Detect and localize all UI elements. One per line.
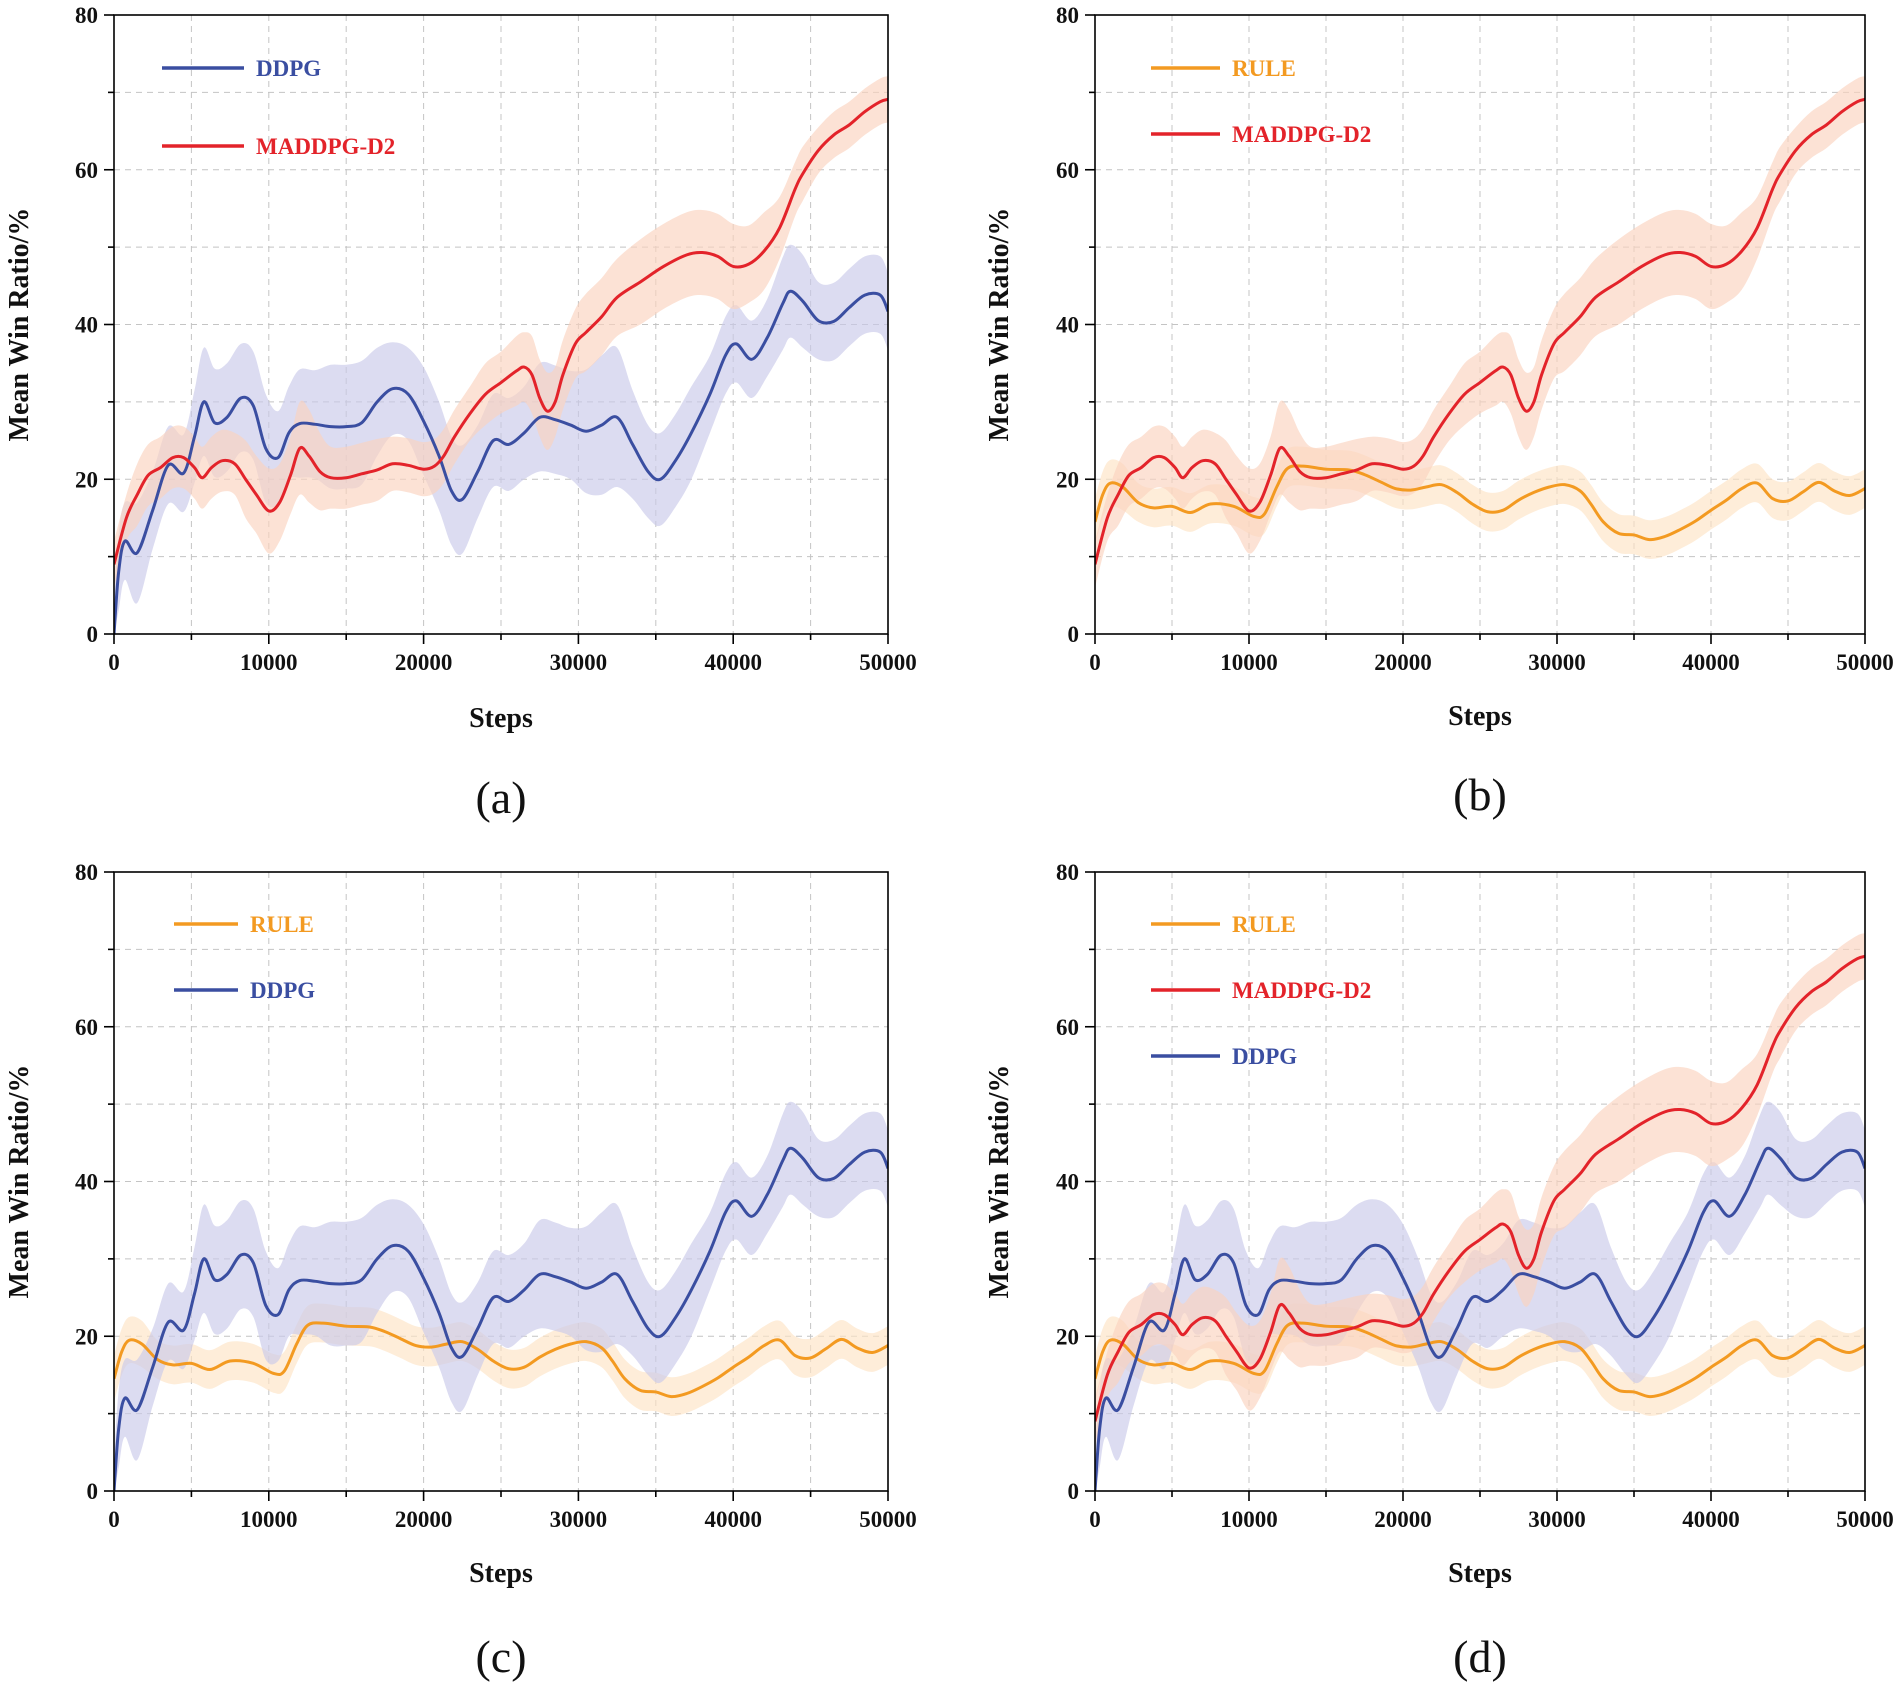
panel-b: 0 10000 20000 30000 40000 50000 0 20 40 60 80 Steps… <box>984 3 1894 820</box>
y-tick-label: 60 <box>75 1015 98 1040</box>
x-tick-label: 50000 <box>1836 1507 1894 1532</box>
y-tick-label: 20 <box>75 467 98 492</box>
legend-label-rule: RULE <box>1232 56 1296 81</box>
ticks: 0 10000 20000 30000 40000 50000 0 20 40 60 80 <box>75 3 917 675</box>
x-axis-title: Steps <box>1448 701 1512 732</box>
plot-area <box>114 76 888 634</box>
x-tick-label: 0 <box>1089 650 1101 675</box>
y-axis-title: Mean Win Ratio/% <box>4 1065 35 1299</box>
y-tick-label: 40 <box>75 1170 98 1195</box>
x-tick-label: 10000 <box>240 1507 298 1532</box>
series-line-maddpg-d2 <box>1095 954 1865 1422</box>
y-tick-label: 60 <box>1056 158 1079 183</box>
legend-label-ddpg: DDPG <box>1232 1044 1297 1069</box>
x-tick-label: 40000 <box>1682 650 1740 675</box>
panel-d: 0 10000 20000 30000 40000 50000 0 20 40 60 80 Steps… <box>984 860 1894 1682</box>
series-line-rule <box>1095 464 1865 542</box>
x-tick-label: 40000 <box>704 1507 762 1532</box>
legend-label-ddpg: DDPG <box>256 56 321 81</box>
band-ddpg <box>1095 1101 1865 1491</box>
y-tick-label: 0 <box>87 622 99 647</box>
x-tick-label: 20000 <box>1374 650 1432 675</box>
band-ddpg <box>114 244 888 634</box>
y-tick-label: 80 <box>75 860 98 885</box>
x-tick-label: 30000 <box>1528 650 1586 675</box>
y-tick-label: 40 <box>1056 313 1079 338</box>
series-line-maddpg-d2 <box>1095 97 1865 565</box>
x-tick-label: 50000 <box>1836 650 1894 675</box>
y-tick-label: 40 <box>1056 1170 1079 1195</box>
y-tick-label: 0 <box>1068 1479 1080 1504</box>
legend: DDPG MADDPG-D2 <box>162 56 395 159</box>
plot-area <box>1095 933 1865 1491</box>
y-tick-label: 20 <box>1056 467 1079 492</box>
legend-label-maddpg-d2: MADDPG-D2 <box>1232 122 1371 147</box>
panel-label: (a) <box>475 772 526 823</box>
legend: RULE DDPG <box>174 912 315 1003</box>
legend: RULE MADDPG-D2 <box>1151 56 1371 147</box>
y-axis-title: Mean Win Ratio/% <box>4 208 35 442</box>
ticks: 0 10000 20000 30000 40000 50000 0 20 40 60 80 <box>1056 3 1894 675</box>
legend-label-maddpg-d2: MADDPG-D2 <box>256 134 395 159</box>
series-line-rule <box>1095 1321 1865 1399</box>
panel-label: (c) <box>475 1631 526 1682</box>
legend-label-rule: RULE <box>250 912 314 937</box>
ticks: 0 10000 20000 30000 40000 50000 0 20 40 60 80 <box>75 860 917 1532</box>
series-line-ddpg <box>114 289 888 634</box>
x-tick-label: 20000 <box>395 1507 453 1532</box>
x-tick-label: 10000 <box>1220 1507 1278 1532</box>
y-tick-label: 20 <box>1056 1324 1079 1349</box>
y-tick-label: 0 <box>87 1479 99 1504</box>
y-tick-label: 20 <box>75 1324 98 1349</box>
band-maddpg-d2 <box>114 76 888 588</box>
x-tick-label: 10000 <box>1220 650 1278 675</box>
x-tick-label: 0 <box>108 1507 120 1532</box>
y-tick-label: 80 <box>1056 860 1079 885</box>
x-tick-label: 0 <box>108 650 120 675</box>
y-tick-label: 40 <box>75 313 98 338</box>
y-tick-label: 80 <box>75 3 98 28</box>
x-tick-label: 30000 <box>550 1507 608 1532</box>
ticks: 0 10000 20000 30000 40000 50000 0 20 40 60 80 <box>1056 860 1894 1532</box>
x-axis-title: Steps <box>1448 1558 1512 1589</box>
x-tick-label: 20000 <box>1374 1507 1432 1532</box>
panel-c: 0 10000 20000 30000 40000 50000 0 20 40 60 80 Steps… <box>4 860 917 1682</box>
panel-a: 0 10000 20000 30000 40000 50000 0 20 40 60 80 Steps… <box>4 3 917 823</box>
legend-label-rule: RULE <box>1232 912 1296 937</box>
legend: RULE MADDPG-D2 DDPG <box>1151 912 1371 1069</box>
series-line-ddpg <box>114 1146 888 1491</box>
y-tick-label: 60 <box>1056 1015 1079 1040</box>
x-tick-label: 0 <box>1089 1507 1101 1532</box>
series-line-maddpg-d2 <box>114 97 888 565</box>
band-ddpg <box>114 1101 888 1491</box>
panel-label: (b) <box>1453 769 1507 820</box>
panel-label: (d) <box>1453 1631 1507 1682</box>
x-tick-label: 20000 <box>395 650 453 675</box>
y-tick-label: 0 <box>1068 622 1080 647</box>
plot-area <box>114 1101 888 1491</box>
x-axis-title: Steps <box>469 1558 533 1589</box>
x-tick-label: 10000 <box>240 650 298 675</box>
x-tick-label: 50000 <box>859 650 917 675</box>
band-maddpg-d2 <box>1095 933 1865 1445</box>
x-tick-label: 40000 <box>704 650 762 675</box>
x-tick-label: 30000 <box>550 650 608 675</box>
x-tick-label: 30000 <box>1528 1507 1586 1532</box>
x-tick-label: 40000 <box>1682 1507 1740 1532</box>
series-line-rule <box>114 1321 888 1399</box>
gridlines <box>1095 15 1865 634</box>
series-line-ddpg <box>1095 1146 1865 1491</box>
y-tick-label: 60 <box>75 158 98 183</box>
y-axis-title: Mean Win Ratio/% <box>984 208 1015 442</box>
legend-label-maddpg-d2: MADDPG-D2 <box>1232 978 1371 1003</box>
plot-area <box>1095 76 1865 588</box>
y-tick-label: 80 <box>1056 3 1079 28</box>
x-tick-label: 50000 <box>859 1507 917 1532</box>
x-axis-title: Steps <box>469 703 533 734</box>
legend-label-ddpg: DDPG <box>250 978 315 1003</box>
band-maddpg-d2 <box>1095 76 1865 588</box>
y-axis-title: Mean Win Ratio/% <box>984 1065 1015 1299</box>
